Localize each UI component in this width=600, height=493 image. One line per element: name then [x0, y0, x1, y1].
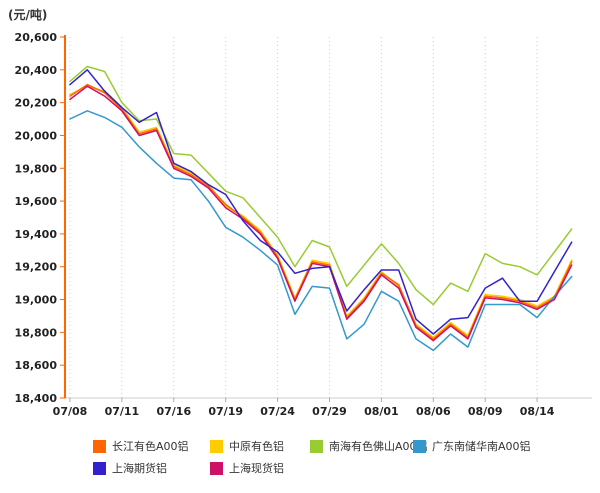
legend-label: 上海现货铝: [229, 462, 284, 475]
x-axis-tick-label: 07/16: [156, 405, 191, 418]
x-axis-tick-label: 07/08: [53, 405, 88, 418]
y-axis-tick-label: 20,000: [15, 129, 58, 142]
series-line-1: [69, 85, 573, 339]
legend-item-2[interactable]: 南海有色佛山A00铝: [310, 440, 428, 453]
x-axis-tick-label: 08/06: [416, 405, 451, 418]
y-axis-tick-label: 18,800: [15, 326, 58, 339]
series-line-2: [69, 65, 573, 306]
y-axis-tick-label: 18,400: [15, 392, 58, 405]
y-axis-tick-label: 19,600: [15, 195, 58, 208]
x-axis-tick-label: 07/24: [260, 405, 295, 418]
legend-item-4[interactable]: 上海期货铝: [93, 462, 167, 475]
x-axis-tick-label: 07/29: [312, 405, 347, 418]
legend-swatch-icon: [93, 462, 106, 475]
y-axis-tick-label: 20,600: [15, 31, 58, 44]
legend-swatch-icon: [210, 440, 223, 453]
legend-swatch-icon: [93, 440, 106, 453]
y-axis-tick-label: 20,200: [15, 97, 58, 110]
legend-item-3[interactable]: 广东南储华南A00铝: [413, 440, 531, 453]
legend-label: 长江有色A00铝: [112, 440, 189, 453]
series-line-0: [69, 83, 573, 340]
series-line-5: [69, 85, 573, 342]
legend-swatch-icon: [310, 440, 323, 453]
y-axis-tick-label: 19,200: [15, 261, 58, 274]
legend-label: 上海期货铝: [112, 462, 167, 475]
x-axis-tick-label: 08/14: [520, 405, 555, 418]
y-axis-tick-label: 19,400: [15, 228, 58, 241]
legend-item-0[interactable]: 长江有色A00铝: [93, 440, 189, 453]
y-axis-unit-label: (元/吨): [8, 8, 48, 22]
y-axis-tick-label: 19,800: [15, 162, 58, 175]
x-axis-tick-label: 08/01: [364, 405, 399, 418]
series-line-3: [69, 110, 573, 352]
x-axis-tick-label: 08/09: [468, 405, 503, 418]
y-axis-tick-label: 18,600: [15, 359, 58, 372]
legend-label: 南海有色佛山A00铝: [329, 440, 428, 453]
x-axis-tick-label: 07/19: [208, 405, 243, 418]
legend-item-5[interactable]: 上海现货铝: [210, 462, 284, 475]
legend-swatch-icon: [413, 440, 426, 453]
x-axis-tick-label: 07/11: [105, 405, 140, 418]
legend-label: 中原有色铝: [229, 440, 284, 453]
legend-label: 广东南储华南A00铝: [432, 440, 531, 453]
y-axis-tick-label: 19,000: [15, 294, 58, 307]
legend-swatch-icon: [210, 462, 223, 475]
y-axis-tick-label: 20,400: [15, 64, 58, 77]
series-line-4: [69, 69, 573, 335]
legend-item-1[interactable]: 中原有色铝: [210, 440, 284, 453]
